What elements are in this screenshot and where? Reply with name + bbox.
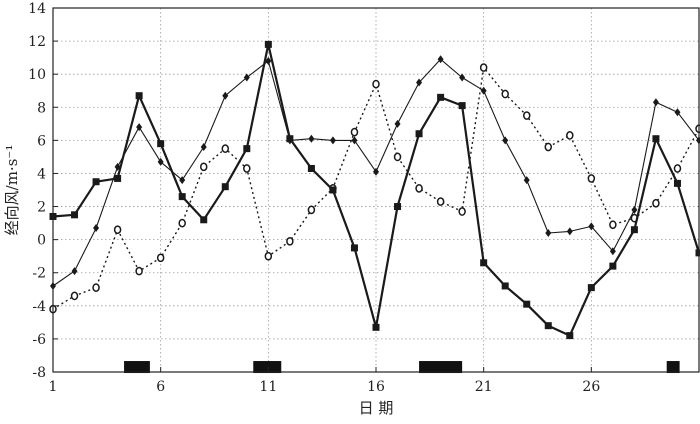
data-point-circle bbox=[416, 185, 422, 192]
data-point-square bbox=[114, 175, 121, 182]
data-point-square bbox=[674, 180, 681, 187]
period-bar bbox=[253, 361, 281, 373]
data-point-circle bbox=[588, 175, 594, 182]
data-point-square bbox=[265, 41, 272, 48]
period-bar bbox=[124, 361, 150, 373]
data-point-square bbox=[286, 135, 293, 142]
data-point-circle bbox=[351, 128, 357, 135]
data-point-circle bbox=[244, 165, 250, 172]
data-point-circle bbox=[395, 153, 401, 160]
data-point-circle bbox=[459, 208, 465, 215]
data-point-circle bbox=[265, 253, 271, 260]
data-point-square bbox=[502, 282, 509, 289]
data-point-square bbox=[459, 102, 466, 109]
data-point-square bbox=[631, 226, 638, 233]
data-point-circle bbox=[136, 267, 142, 274]
y-tick-label: 0 bbox=[37, 233, 46, 249]
data-point-square bbox=[437, 94, 444, 101]
y-tick-label: -2 bbox=[32, 266, 46, 282]
data-point-circle bbox=[524, 112, 530, 119]
data-point-square bbox=[523, 301, 530, 308]
x-tick-label: 21 bbox=[475, 379, 493, 395]
data-point-circle bbox=[567, 132, 573, 139]
y-tick-label: -6 bbox=[32, 332, 46, 348]
data-point-square bbox=[373, 324, 380, 331]
data-point-square bbox=[480, 259, 487, 266]
x-tick-label: 16 bbox=[367, 379, 385, 395]
y-tick-label: 10 bbox=[28, 67, 46, 83]
data-point-circle bbox=[545, 143, 551, 150]
data-point-square bbox=[157, 140, 164, 147]
data-point-square bbox=[609, 263, 616, 270]
data-point-circle bbox=[93, 284, 99, 291]
data-point-circle bbox=[287, 238, 293, 245]
data-point-circle bbox=[308, 206, 314, 213]
data-point-circle bbox=[179, 219, 185, 226]
data-point-circle bbox=[481, 64, 487, 71]
y-tick-label: 12 bbox=[28, 34, 46, 50]
y-tick-label: 2 bbox=[37, 200, 46, 216]
period-bar bbox=[419, 361, 462, 373]
data-point-square bbox=[93, 178, 100, 185]
data-point-square bbox=[71, 211, 78, 218]
data-point-square bbox=[566, 332, 573, 339]
y-tick-label: 4 bbox=[37, 166, 46, 182]
data-point-circle bbox=[438, 198, 444, 205]
period-bar bbox=[667, 361, 680, 373]
data-point-square bbox=[179, 193, 186, 200]
data-point-square bbox=[136, 92, 143, 99]
data-point-circle bbox=[502, 90, 508, 97]
data-point-circle bbox=[158, 254, 164, 261]
data-point-circle bbox=[201, 163, 207, 170]
data-point-square bbox=[222, 183, 229, 190]
data-point-circle bbox=[610, 221, 616, 228]
data-point-square bbox=[588, 284, 595, 291]
y-tick-label: 14 bbox=[28, 1, 46, 17]
data-point-square bbox=[243, 145, 250, 152]
data-point-circle bbox=[653, 200, 659, 207]
x-tick-label: 1 bbox=[49, 379, 58, 395]
y-axis-label: 经向风/m·s⁻¹ bbox=[3, 145, 21, 236]
x-tick-label: 26 bbox=[582, 379, 600, 395]
y-tick-label: -8 bbox=[32, 365, 46, 381]
data-point-square bbox=[394, 203, 401, 210]
data-point-square bbox=[652, 135, 659, 142]
y-tick-label: -4 bbox=[32, 299, 46, 315]
data-point-circle bbox=[72, 292, 78, 299]
data-point-circle bbox=[115, 226, 121, 233]
x-axis-label: 日 期 bbox=[359, 399, 394, 417]
x-tick-label: 6 bbox=[156, 379, 165, 395]
y-tick-label: 6 bbox=[37, 133, 46, 149]
data-point-circle bbox=[373, 81, 379, 88]
data-point-circle bbox=[222, 145, 228, 152]
data-point-square bbox=[329, 187, 336, 194]
data-point-square bbox=[545, 322, 552, 329]
data-point-square bbox=[416, 130, 423, 137]
x-tick-label: 11 bbox=[259, 379, 277, 395]
y-tick-label: 8 bbox=[37, 100, 46, 116]
data-point-square bbox=[200, 216, 207, 223]
data-point-square bbox=[351, 244, 358, 251]
data-point-circle bbox=[674, 165, 680, 172]
data-point-square bbox=[308, 165, 315, 172]
